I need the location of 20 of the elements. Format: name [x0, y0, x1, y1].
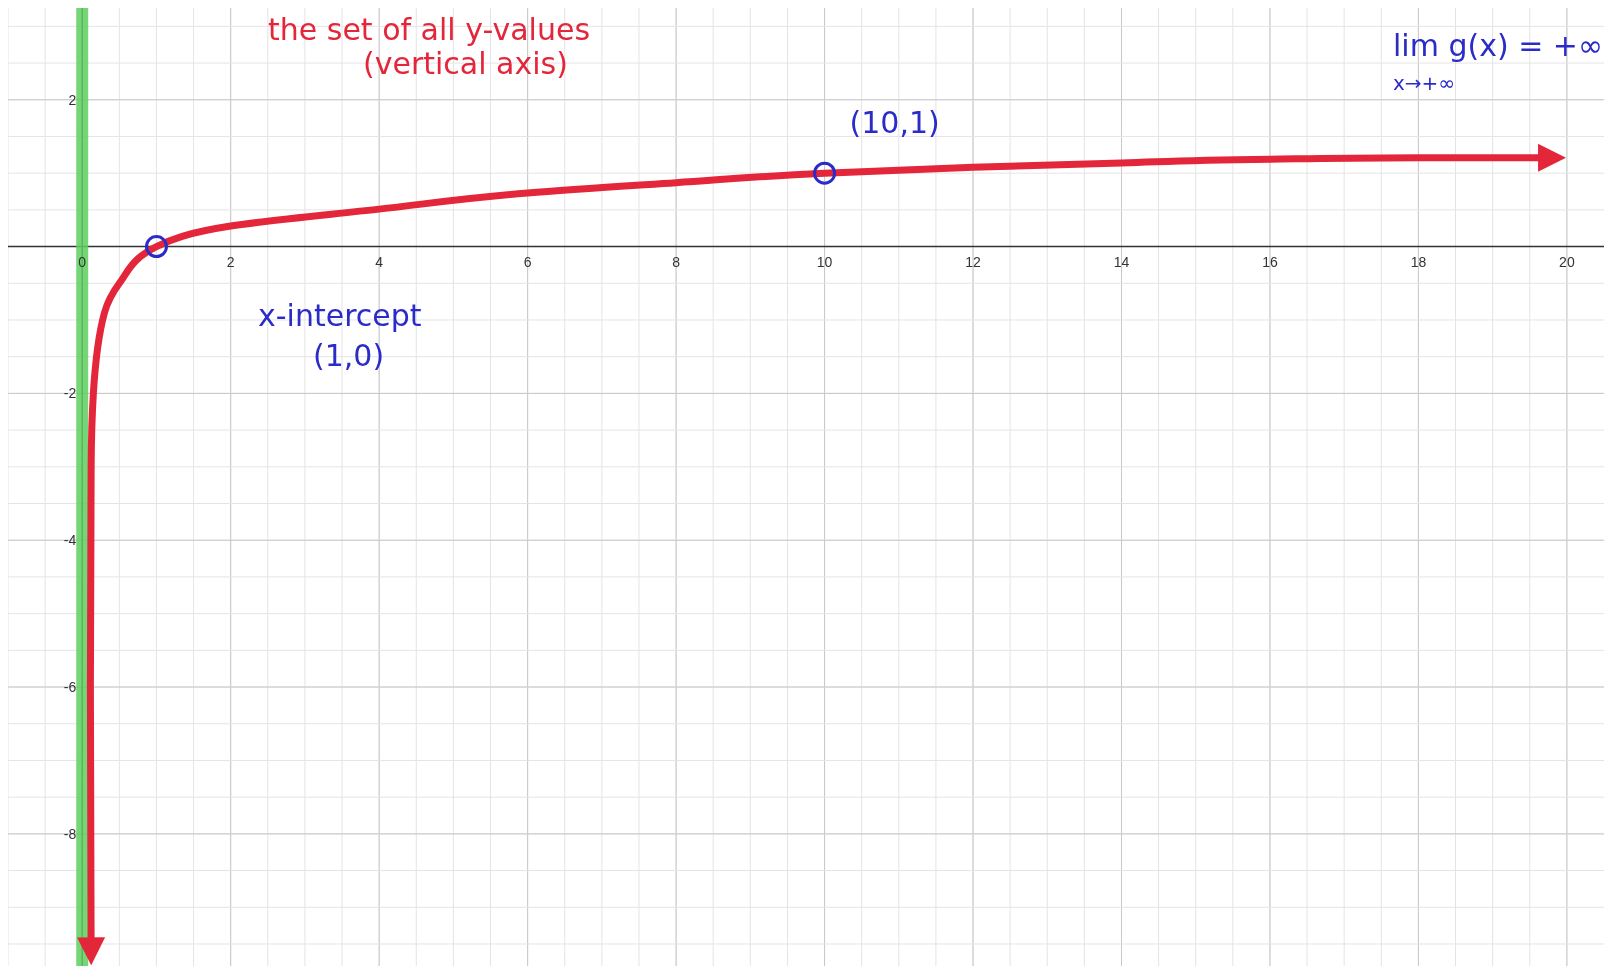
x-tick-label: 8	[672, 253, 681, 270]
annotation: the set of all y-values (vertical axis)	[268, 12, 591, 81]
x-tick-label: 20	[1559, 253, 1575, 270]
x-tick-label: 0	[78, 253, 87, 270]
x-tick-label: 6	[523, 253, 532, 270]
x-tick-label: 16	[1262, 253, 1278, 270]
x-tick-label: 10	[816, 253, 833, 270]
y-tick-label: -2	[63, 385, 77, 402]
y-tick-label: 2	[68, 91, 77, 108]
x-tick-label: 18	[1410, 253, 1427, 270]
y-tick-label: -8	[63, 825, 77, 842]
x-tick-label: 14	[1113, 253, 1130, 270]
annotation: x-intercept (1,0)	[258, 298, 422, 373]
x-tick-label: 12	[965, 253, 982, 270]
x-tick-label: 2	[226, 253, 235, 270]
y-tick-label: -6	[63, 679, 77, 696]
y-tick-label: -4	[63, 532, 77, 549]
annotation: (10,1)	[849, 105, 940, 141]
x-tick-label: 4	[375, 253, 384, 270]
annotation: lim g(x) = +∞ x→+∞	[1393, 28, 1603, 95]
